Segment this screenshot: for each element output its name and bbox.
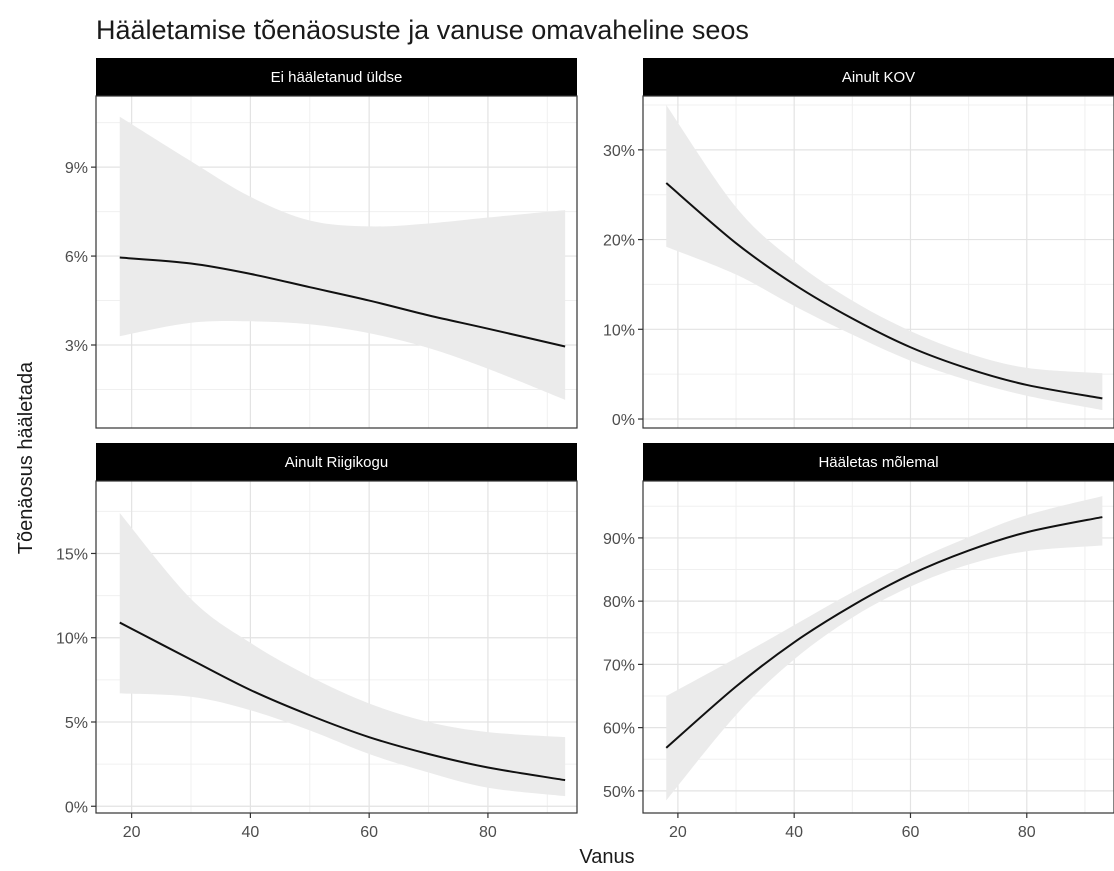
y-tick-label: 0% <box>612 412 635 429</box>
y-tick-label: 10% <box>56 631 88 648</box>
series-line <box>119 621 566 782</box>
x-tick-label: 60 <box>360 824 378 841</box>
y-tick-label: 5% <box>65 715 88 732</box>
series-line <box>119 256 566 348</box>
x-axis-title: Vanus <box>579 846 634 868</box>
panel-border <box>642 95 1114 429</box>
y-tick-label: 80% <box>603 594 635 611</box>
y-tick-label: 10% <box>603 322 635 339</box>
facet-strip <box>96 443 577 481</box>
y-tick-label: 6% <box>65 249 88 266</box>
facet-strip-label: Ainult KOV <box>842 69 915 86</box>
facet-strip-label: Ainult Riigikogu <box>285 454 388 471</box>
x-tick-label: 40 <box>785 824 803 841</box>
x-tick-label: 20 <box>669 824 687 841</box>
chart-title: Hääletamise tõenäosuste ja vanuse omavah… <box>96 15 749 45</box>
y-tick-label: 9% <box>65 160 88 177</box>
y-tick-label: 50% <box>603 784 635 801</box>
panel-border <box>642 480 1114 814</box>
x-tick-label: 80 <box>1018 824 1036 841</box>
y-tick-label: 70% <box>603 657 635 674</box>
y-tick-label: 90% <box>603 531 635 548</box>
y-tick-label: 60% <box>603 721 635 738</box>
confidence-ribbon <box>666 496 1103 801</box>
facet-panel: Hääletas mõlemal 50% 60% 70% 80% 90% 20 40 60 80 <box>603 443 1114 841</box>
facet-strip-label: Ei hääletanud üldse <box>271 69 403 86</box>
x-tick-label: 20 <box>123 824 141 841</box>
y-tick-label: 3% <box>65 338 88 355</box>
facet-panels: Ei hääletanud üldse 3% 6% 9% Ainult KOV 0% 10%… <box>56 58 1114 841</box>
facet-strip <box>643 58 1114 96</box>
panel-border <box>95 95 578 429</box>
y-axis-title: Tõenäosus hääletada <box>15 361 37 554</box>
facet-strip-label: Hääletas mõlemal <box>818 454 938 471</box>
panel-border <box>95 480 578 814</box>
confidence-ribbon <box>119 513 566 797</box>
facet-panel: Ainult Riigikogu 0% 5% 10% 15% 20 40 60 80 <box>56 443 578 841</box>
series-line <box>665 182 1103 400</box>
x-tick-label: 80 <box>479 824 497 841</box>
y-tick-label: 20% <box>603 233 635 250</box>
y-tick-label: 30% <box>603 143 635 160</box>
y-tick-label: 0% <box>65 799 88 816</box>
series-line <box>665 516 1103 749</box>
facet-strip <box>643 443 1114 481</box>
x-tick-label: 60 <box>902 824 920 841</box>
facet-strip <box>96 58 577 96</box>
x-tick-label: 40 <box>241 824 259 841</box>
facet-panel: Ainult KOV 0% 10% 20% 30% <box>603 58 1114 429</box>
facet-panel: Ei hääletanud üldse 3% 6% 9% <box>65 58 578 429</box>
confidence-ribbon <box>119 116 566 400</box>
y-tick-label: 15% <box>56 546 88 563</box>
